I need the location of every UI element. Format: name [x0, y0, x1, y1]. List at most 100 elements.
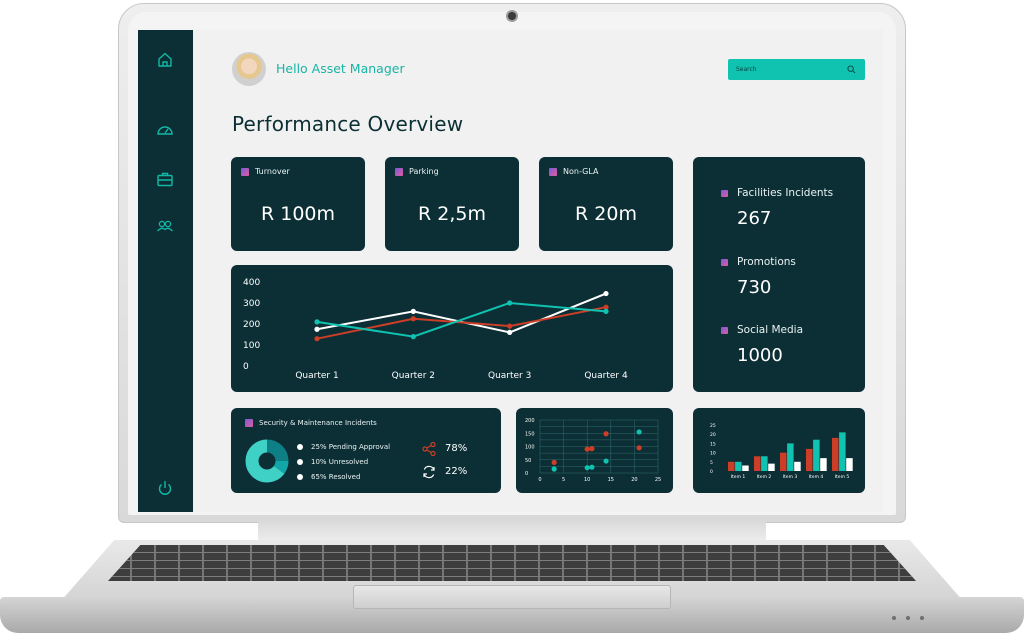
kpi-card-parking[interactable]: Parking R 2,5m	[385, 157, 519, 251]
kpi-value: R 100m	[260, 203, 335, 225]
briefcase-icon[interactable]	[155, 169, 175, 189]
home-icon[interactable]	[155, 50, 175, 70]
donut-slice	[245, 439, 289, 483]
stat-label-facilities-incidents: Facilities Incidents	[737, 187, 834, 199]
data-point	[603, 304, 609, 310]
line-chart-card: 0 100 200 300 400 Quarter 1 Quarter 2 Quarter 3…	[231, 265, 673, 392]
x-tick-label: Item 3	[783, 474, 798, 480]
scatter-point	[584, 446, 590, 452]
kpi-label: Non-GLA	[563, 167, 599, 176]
y-tick-label: 200	[243, 320, 260, 330]
bar	[839, 432, 846, 471]
greeting-text: Hello Asset Manager	[276, 61, 405, 76]
bar	[735, 461, 742, 471]
bar	[813, 439, 820, 471]
bar-chart: 0 5 10 15 20 25 Item 1 Item 2 Item 3 Item 4 Item 5	[710, 423, 853, 480]
x-tick-label: 5	[562, 477, 565, 483]
status-leds	[892, 616, 924, 620]
scatter-point	[603, 458, 609, 464]
y-tick-label: 0	[525, 471, 528, 477]
y-tick-label: 15	[710, 441, 716, 447]
stat-value-facilities-incidents: 267	[737, 208, 772, 229]
refresh-icon[interactable]	[421, 464, 437, 480]
scatter-point	[636, 445, 642, 451]
data-point	[603, 290, 609, 297]
scatter-point	[551, 459, 557, 465]
power-icon[interactable]	[155, 478, 175, 498]
bar	[832, 437, 839, 471]
avatar[interactable]	[232, 52, 266, 86]
users-icon[interactable]	[155, 216, 175, 236]
line-chart: 0 100 200 300 400 Quarter 1 Quarter 2 Quarter 3…	[243, 278, 628, 381]
bar	[794, 461, 801, 471]
bar	[846, 458, 853, 471]
data-point	[410, 308, 416, 314]
legend-resolved: 65% Resolved	[311, 473, 361, 481]
legend-swatch-icon	[245, 419, 253, 427]
legend-dot-icon	[297, 474, 303, 480]
y-tick-label: 400	[243, 278, 260, 288]
page-title: Performance Overview	[232, 112, 464, 136]
stat-value-promotions: 730	[737, 277, 772, 298]
x-tick-label: Item 5	[835, 474, 850, 480]
legend-swatch-icon	[395, 167, 403, 176]
bar	[728, 461, 735, 471]
search-input[interactable]	[728, 59, 842, 80]
stat-label-social-media: Social Media	[737, 324, 804, 336]
share-percentage: 78%	[445, 443, 468, 454]
y-tick-label: 100	[525, 445, 535, 451]
x-tick-label: Item 1	[731, 474, 746, 480]
stat-value-social-media: 1000	[737, 345, 783, 366]
x-tick-label: 25	[655, 477, 661, 483]
webcam	[506, 10, 518, 22]
dashboard-gauge-icon[interactable]	[155, 120, 175, 140]
legend-swatch-icon	[721, 327, 728, 334]
donut-chart	[245, 439, 289, 483]
x-tick-label: Quarter 2	[392, 371, 435, 381]
dashboard-screen: Hello Asset Manager Performance Overview…	[138, 30, 883, 512]
x-tick-label: 10	[584, 477, 590, 483]
y-tick-label: 100	[243, 341, 260, 351]
security-incidents-card: Security & Maintenance Incidents 25% Pen…	[231, 408, 501, 493]
scatter-chart: 0 50 100 150 200 0 5 10 15 20 25	[525, 418, 661, 483]
scatter-point	[551, 466, 557, 472]
y-tick-label: 150	[525, 431, 535, 437]
sidebar	[138, 30, 193, 512]
data-point	[507, 329, 513, 335]
bar	[754, 456, 761, 471]
y-tick-label: 0	[243, 362, 249, 372]
x-tick-label: Item 2	[757, 474, 772, 480]
x-tick-label: Quarter 3	[488, 371, 531, 381]
side-stats-card: Facilities Incidents 267 Promotions 730 …	[693, 157, 865, 392]
data-point	[410, 316, 416, 322]
search-icon[interactable]	[847, 65, 856, 74]
bar-chart-card: 0 5 10 15 20 25 Item 1 Item 2 Item 3 Item 4 Item 5	[693, 408, 865, 493]
refresh-percentage: 22%	[445, 466, 468, 477]
kpi-label: Parking	[409, 167, 439, 176]
data-point	[314, 326, 320, 332]
y-tick-label: 10	[710, 451, 716, 457]
bar	[820, 458, 827, 471]
bar	[806, 448, 813, 471]
data-point	[314, 336, 320, 342]
y-tick-label: 25	[710, 423, 716, 429]
x-tick-label: Quarter 4	[584, 371, 628, 381]
kpi-card-non-gla[interactable]: Non-GLA R 20m	[539, 157, 673, 251]
legend-swatch-icon	[721, 259, 728, 266]
x-tick-label: 0	[538, 477, 541, 483]
legend-pending-approval: 25% Pending Approval	[311, 443, 391, 451]
legend-unresolved: 10% Unresolved	[311, 458, 369, 466]
kpi-card-turnover[interactable]: Turnover R 100m	[231, 157, 365, 251]
series-line-2	[316, 301, 607, 338]
scatter-point	[589, 446, 595, 452]
y-tick-label: 5	[710, 460, 713, 466]
scatter-point	[584, 465, 590, 471]
scatter-chart-card: 0 50 100 150 200 0 5 10 15 20 25	[516, 408, 673, 493]
legend-swatch-icon	[721, 190, 728, 197]
scatter-point	[603, 431, 609, 437]
bar	[768, 463, 775, 471]
scatter-point	[636, 429, 642, 435]
y-tick-label: 20	[710, 432, 716, 438]
legend-swatch-icon	[549, 167, 557, 176]
share-icon[interactable]	[421, 441, 437, 457]
